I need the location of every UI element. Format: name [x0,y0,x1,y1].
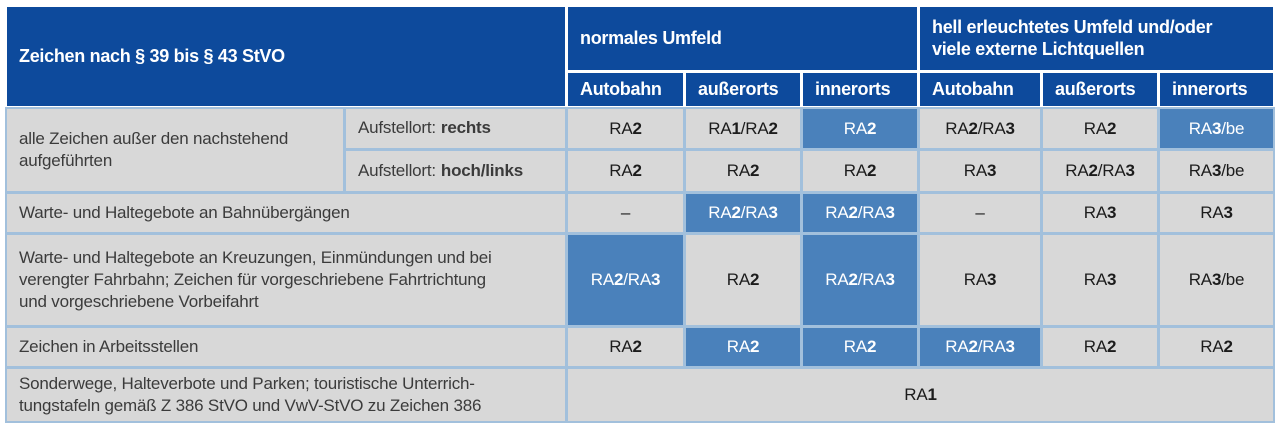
ra-class-cell: RA 2/RA 3 [568,235,683,325]
ra-class-cell-span: RA 1 [568,369,1273,421]
ra-class-cell: RA 2 [803,328,917,366]
ra-class-cell: RA 2 [568,151,683,191]
table-title: Zeichen nach § 39 bis § 43 StVO [7,7,565,106]
column-group-bright-umfeld: hell erleuchtetes Umfeld und/oder viele … [920,7,1273,70]
aufstellort-hoch-links-cell: Aufstellort: hoch/links [346,151,565,191]
aufstellort-prefix: Aufstellort: [358,160,436,180]
retroreflection-class-table: Zeichen nach § 39 bis § 43 StVO normales… [7,7,1273,421]
ra-class-cell: RA 2 [686,328,800,366]
ra-class-cell: RA 2/RA 3 [920,328,1040,366]
ra-class-cell: RA 2/RA 3 [803,194,917,232]
aufstellort-rechts-cell: Aufstellort: rechts [346,109,565,148]
column-header-ausserorts-1: außerorts [686,73,800,106]
ra-class-cell: – [920,194,1040,232]
ra-class-cell: RA 3 [1160,194,1273,232]
ra-class-cell: RA 1/RA 2 [686,109,800,148]
column-header-innerorts-2: innerorts [1160,73,1273,106]
ra-class-cell: RA 3 [1043,235,1157,325]
ra-class-cell: RA 2 [686,151,800,191]
column-group-normal-umfeld: normales Umfeld [568,7,917,70]
ra-class-cell: RA 2/RA 3 [803,235,917,325]
ra-class-cell: RA 2 [1160,328,1273,366]
column-header-autobahn-2: Autobahn [920,73,1040,106]
ra-class-cell: RA 3 [920,151,1040,191]
ra-class-cell: RA 2 [1043,328,1157,366]
ra-class-cell: RA 3/be [1160,235,1273,325]
ra-class-cell: RA 2/RA 3 [1043,151,1157,191]
ra-class-cell: RA 2 [568,328,683,366]
aufstellort-position: hoch/links [440,160,523,180]
ra-class-cell: RA 3 [920,235,1040,325]
ra-class-cell: RA 2 [568,109,683,148]
aufstellort-position: rechts [440,118,491,138]
row-label-arbeitsstellen: Zeichen in Arbeitsstellen [7,328,565,366]
ra-class-cell: RA 3 [1043,194,1157,232]
ra-class-cell: RA 3/be [1160,109,1273,148]
row-label-bahnuebergaenge: Warte- und Haltegebote an Bahnübergängen [7,194,565,232]
ra-class-cell: RA 2/RA 3 [920,109,1040,148]
row-label-sonderwege: Sonderwege, Halteverbote und Parken; tou… [7,369,565,421]
ra-class-cell: – [568,194,683,232]
ra-class-cell: RA 2 [803,109,917,148]
ra-class-cell: RA 2/RA 3 [686,194,800,232]
row-label-kreuzungen: Warte- und Haltegebote an Kreuzungen, Ei… [7,235,565,325]
aufstellort-prefix: Aufstellort: [358,118,436,138]
row-label-alle-zeichen: alle Zeichen außer den nachstehend aufge… [7,109,343,191]
ra-class-cell: RA 2 [1043,109,1157,148]
column-header-innerorts-1: innerorts [803,73,917,106]
ra-class-cell: RA 2 [686,235,800,325]
ra-class-cell: RA 2 [803,151,917,191]
column-header-autobahn-1: Autobahn [568,73,683,106]
column-header-ausserorts-2: außerorts [1043,73,1157,106]
ra-class-cell: RA 3/be [1160,151,1273,191]
